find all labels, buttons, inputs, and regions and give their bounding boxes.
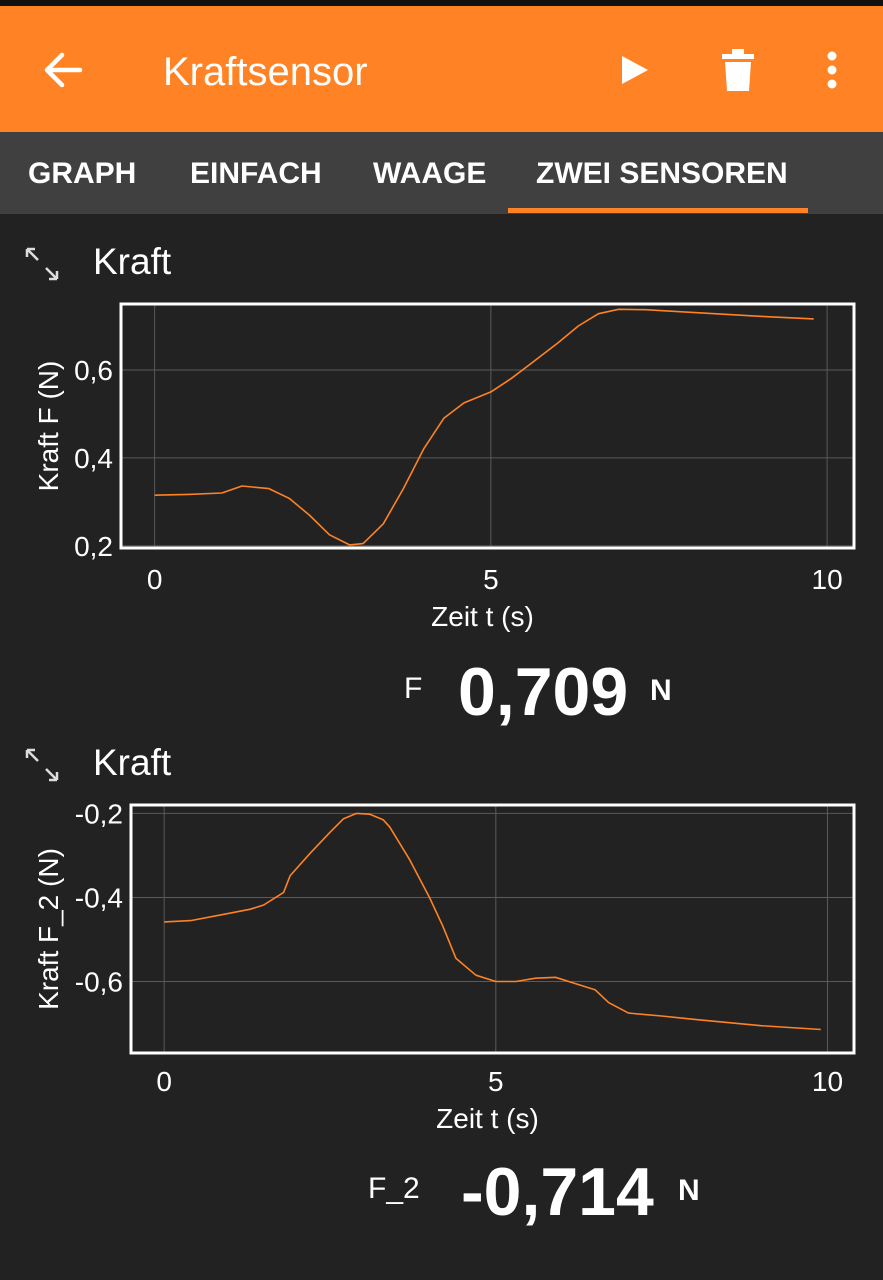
expand-icon[interactable]	[24, 747, 60, 783]
section-title: Kraft	[93, 742, 172, 783]
app-title: Kraftsensor	[163, 50, 368, 94]
x-tick-label: 0	[147, 564, 163, 595]
plot-frame	[129, 803, 856, 1055]
x-tick-label: 10	[812, 564, 843, 595]
x-tick-label: 0	[156, 1066, 172, 1097]
y-tick-label: -0,2	[75, 798, 123, 829]
status-bar	[0, 0, 883, 6]
readout-unit: N	[678, 1174, 700, 1207]
y-axis-label: Kraft F_2 (N)	[33, 848, 64, 1010]
tab-einfach[interactable]: EINFACH	[190, 157, 322, 190]
more-vert-icon[interactable]	[816, 48, 848, 92]
tab-graph[interactable]: GRAPH	[28, 157, 137, 190]
section-header-kraft-1: Kraft	[0, 236, 883, 296]
tab-waage[interactable]: WAAGE	[373, 157, 487, 190]
y-tick-label: 0,4	[74, 443, 113, 474]
y-tick-label: -0,6	[75, 967, 123, 998]
x-axis-label: Zeit t (s)	[436, 1103, 539, 1134]
play-icon[interactable]	[612, 48, 656, 92]
section-header-kraft-2: Kraft	[0, 737, 883, 797]
x-tick-label: 10	[812, 1066, 843, 1097]
expand-icon[interactable]	[24, 246, 60, 282]
y-tick-label: 0,2	[74, 531, 113, 562]
app-bar: Kraftsensor	[0, 6, 883, 132]
data-series-line	[154, 308, 814, 546]
x-tick-label: 5	[488, 1066, 504, 1097]
y-axis-label: Kraft F (N)	[33, 361, 64, 492]
chart-svg: 0 5 10 0,2 0,4 0,6 Zeit t (s) Kraft F (N)	[33, 302, 856, 632]
x-tick-label: 5	[483, 564, 499, 595]
y-tick-label: -0,4	[75, 882, 123, 913]
tab-zwei-sensoren[interactable]: ZWEI SENSOREN	[536, 157, 788, 190]
tab-indicator	[508, 208, 808, 213]
readout-name: F	[404, 672, 423, 705]
plot-frame	[119, 302, 856, 550]
trash-icon[interactable]	[716, 46, 760, 94]
plot-area	[121, 304, 854, 548]
readout-value: -0,714	[461, 1154, 654, 1230]
chart-kraft-f2[interactable]: 0 5 10 -0,2 -0,4 -0,6 Zeit t (s) Kraft F_2 (N)	[0, 797, 883, 1142]
chart-svg: 0 5 10 -0,2 -0,4 -0,6 Zeit t (s) Kraft F_2 (N)	[33, 798, 856, 1134]
readout-f: F 0,709 N	[0, 650, 883, 730]
y-tick-label: 0,6	[74, 355, 113, 386]
back-arrow-icon[interactable]	[40, 48, 84, 92]
x-axis-label: Zeit t (s)	[431, 601, 534, 632]
readout-f2: F_2 -0,714 N	[0, 1150, 883, 1230]
tab-bar: GRAPH EINFACH WAAGE ZWEI SENSOREN	[0, 132, 883, 214]
readout-name: F_2	[368, 1172, 420, 1205]
data-series-line	[164, 812, 821, 1031]
readout-value: 0,709	[458, 654, 629, 730]
chart-kraft-f[interactable]: 0 5 10 0,2 0,4 0,6 Zeit t (s) Kraft F (N)	[0, 296, 883, 641]
plot-area	[131, 805, 854, 1053]
readout-unit: N	[650, 674, 672, 707]
section-title: Kraft	[93, 241, 172, 282]
